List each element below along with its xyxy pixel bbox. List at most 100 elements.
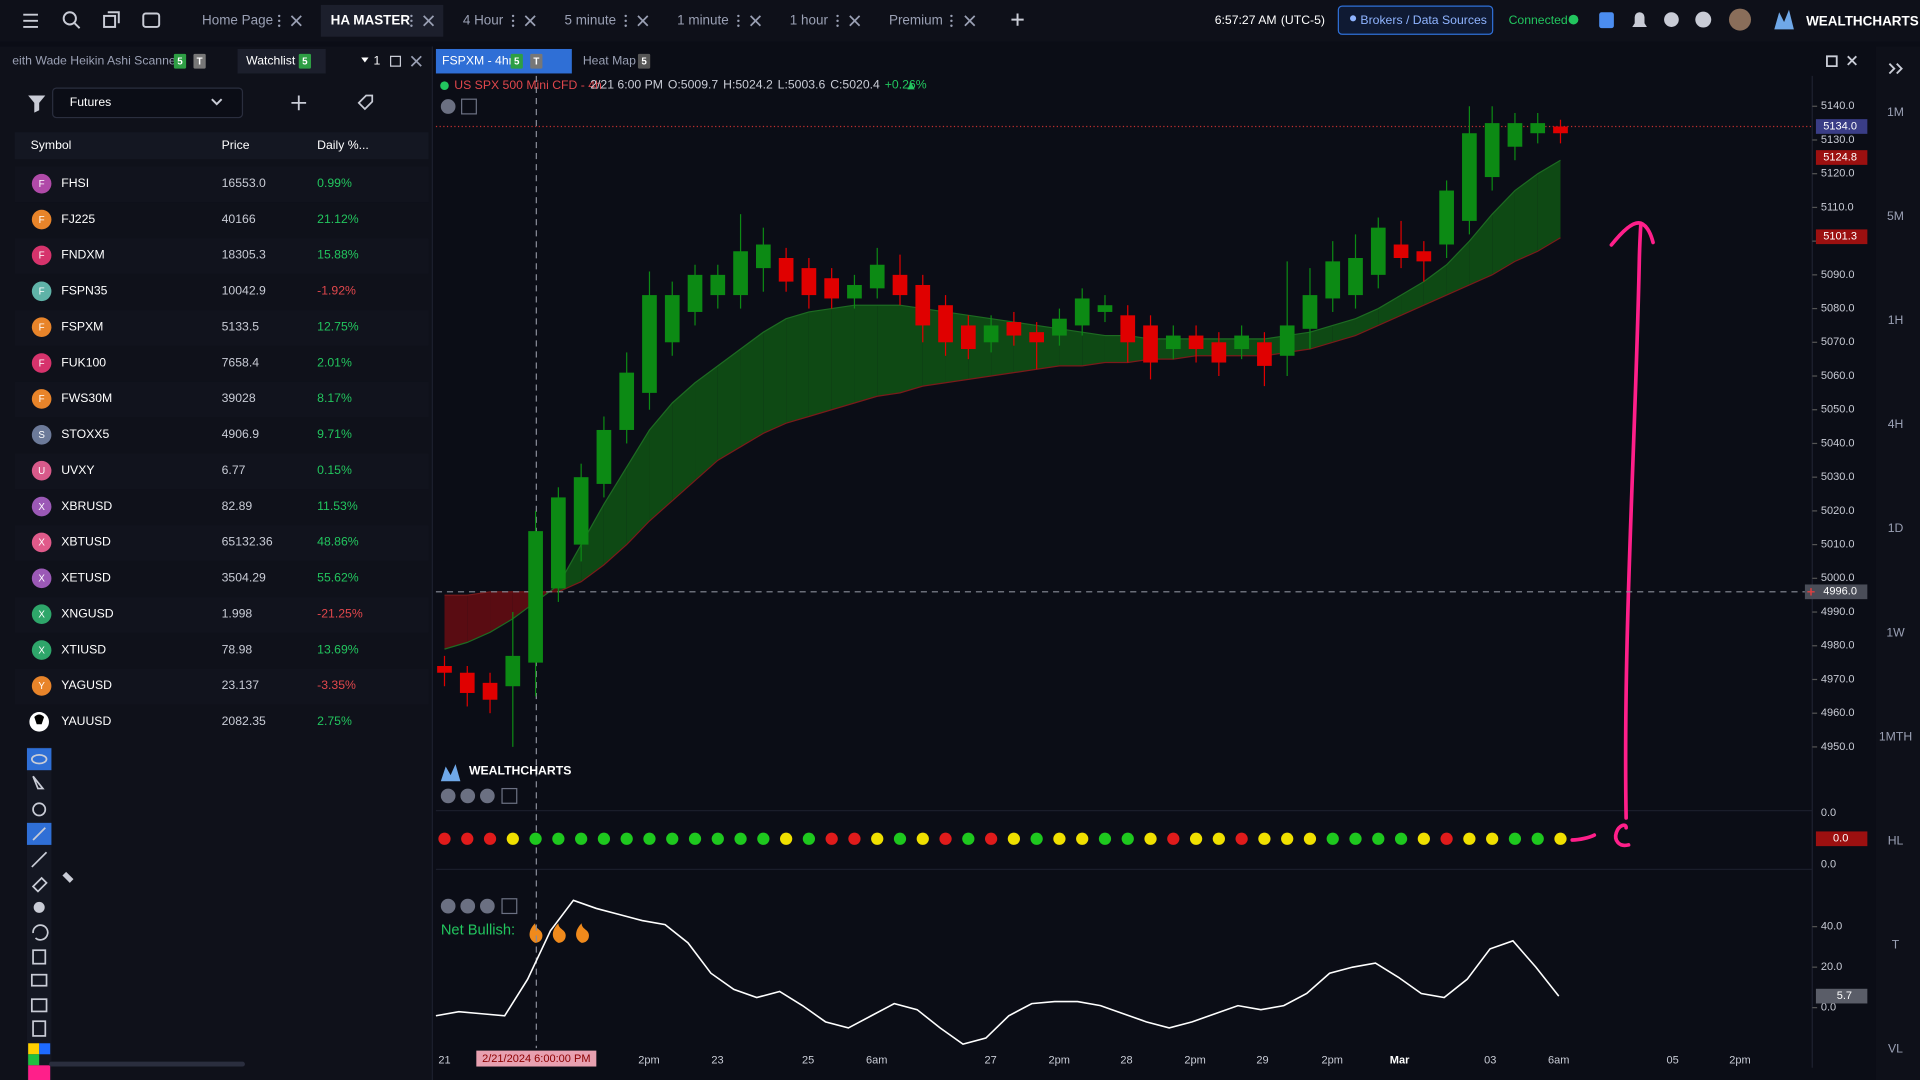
eye-icon[interactable] xyxy=(30,754,48,765)
filter-icon[interactable] xyxy=(28,95,46,113)
undo-icon[interactable] xyxy=(32,924,49,941)
tag-icon[interactable] xyxy=(357,94,374,111)
column-header[interactable]: Symbol xyxy=(31,138,72,152)
tab[interactable]: Home Page xyxy=(202,12,273,27)
pane-button[interactable] xyxy=(480,898,495,914)
search-icon[interactable] xyxy=(62,11,77,26)
symbol[interactable]: XNGUSD xyxy=(61,606,114,620)
timeframe-button[interactable]: HL xyxy=(1888,833,1904,847)
drawing-toolbar[interactable] xyxy=(26,746,74,1080)
tab-menu[interactable] xyxy=(836,19,839,23)
add-symbol[interactable] xyxy=(291,95,307,111)
brokers-button[interactable] xyxy=(1337,5,1494,35)
panel-tab[interactable]: eith Wade Heikin Ashi Scanner xyxy=(12,53,180,67)
symbol[interactable]: YAUUSD xyxy=(61,714,111,728)
pane-button[interactable] xyxy=(440,99,456,114)
close-icon[interactable] xyxy=(849,15,861,27)
add-tab[interactable] xyxy=(1011,13,1024,26)
cursor-icon[interactable] xyxy=(32,775,45,790)
close-icon[interactable] xyxy=(964,15,976,27)
timeframe-button[interactable]: 1W xyxy=(1886,625,1905,639)
tab-menu[interactable] xyxy=(950,19,953,23)
tab-menu[interactable] xyxy=(410,19,413,23)
tab[interactable]: HA MASTER xyxy=(331,12,411,27)
symbol[interactable]: XETUSD xyxy=(61,571,111,585)
pane-button[interactable] xyxy=(461,98,477,115)
tab[interactable]: Premium xyxy=(889,12,943,27)
timeframe-button[interactable]: T xyxy=(1892,938,1900,952)
tab-menu[interactable] xyxy=(511,14,515,18)
expand-icon[interactable] xyxy=(390,55,402,67)
camera-icon[interactable] xyxy=(30,998,48,1013)
settings-icon[interactable] xyxy=(1664,12,1679,27)
toolbar-icons[interactable] xyxy=(23,11,1024,29)
tab-menu[interactable] xyxy=(511,24,515,27)
brokers-label[interactable]: Brokers / Data Sources xyxy=(1360,13,1486,27)
bell-icon[interactable] xyxy=(1632,12,1647,27)
panel-tab[interactable]: Watchlist xyxy=(246,53,296,67)
close-icon[interactable] xyxy=(524,15,536,27)
tab-menu[interactable] xyxy=(950,14,953,18)
timeframe-button[interactable]: 1H xyxy=(1888,313,1904,327)
swatch[interactable] xyxy=(28,1054,40,1066)
symbol[interactable]: YAGUSD xyxy=(61,678,112,692)
filter-value[interactable]: Futures xyxy=(70,95,111,109)
symbol[interactable]: UVXY xyxy=(61,463,94,477)
notes-icon[interactable] xyxy=(32,1020,47,1037)
pane-button[interactable] xyxy=(460,898,476,914)
symbol[interactable]: FUK100 xyxy=(61,355,106,369)
close-icon[interactable] xyxy=(423,15,435,27)
column-header[interactable]: Price xyxy=(222,138,250,152)
close-icon[interactable] xyxy=(290,15,302,27)
line-icon[interactable] xyxy=(31,851,48,868)
pane-button[interactable] xyxy=(440,898,456,914)
dot-icon[interactable] xyxy=(33,901,45,913)
chart-tab[interactable]: Heat Map xyxy=(583,53,636,67)
trash-icon[interactable] xyxy=(32,949,47,965)
symbol[interactable]: XBRUSD xyxy=(61,499,112,513)
symbol[interactable]: STOXX5 xyxy=(61,427,109,441)
tab-menu[interactable] xyxy=(511,19,515,23)
symbol[interactable]: FNDXM xyxy=(61,248,104,262)
avatar[interactable] xyxy=(1728,8,1752,31)
ruler-icon[interactable] xyxy=(32,827,46,841)
chart-tab[interactable]: FSPXM - 4hr xyxy=(442,53,513,67)
pane-controls[interactable] xyxy=(440,98,518,915)
tab-menu[interactable] xyxy=(277,14,281,18)
tab-menu[interactable] xyxy=(624,24,627,27)
symbol[interactable]: FSPN35 xyxy=(61,284,107,298)
timeframe-button[interactable]: 1MTH xyxy=(1879,729,1912,743)
pane-button[interactable] xyxy=(460,788,476,804)
tab-menu[interactable] xyxy=(624,19,627,23)
tab-menu[interactable] xyxy=(277,19,281,23)
symbol[interactable]: FSPXM xyxy=(61,319,103,333)
column-header[interactable]: Daily %... xyxy=(317,138,369,152)
pane-button[interactable] xyxy=(501,787,518,804)
header-icons[interactable] xyxy=(1599,8,1794,31)
tab-menu[interactable] xyxy=(737,19,740,23)
tab-menu[interactable] xyxy=(277,24,281,27)
close-chart[interactable] xyxy=(1847,55,1857,66)
close-icon[interactable] xyxy=(410,55,422,67)
pane-button[interactable] xyxy=(480,788,495,804)
tab-menu[interactable] xyxy=(737,14,740,18)
timeframe-button[interactable]: 1D xyxy=(1888,521,1904,535)
help-icon[interactable] xyxy=(1695,11,1712,28)
swatch[interactable] xyxy=(39,1043,51,1055)
swatch[interactable] xyxy=(28,1043,40,1055)
save-icon[interactable] xyxy=(1599,12,1614,29)
timeframe-button[interactable]: 5M xyxy=(1887,209,1904,223)
tab-menu[interactable] xyxy=(624,14,627,18)
tab-menu[interactable] xyxy=(737,24,740,27)
tab-menu[interactable] xyxy=(410,14,413,18)
menu-icon[interactable] xyxy=(23,13,38,28)
tool-eye[interactable] xyxy=(26,748,52,771)
magnet-icon[interactable] xyxy=(32,802,47,817)
tab-menu[interactable] xyxy=(836,24,839,27)
tab[interactable]: 5 minute xyxy=(564,12,616,27)
swatch[interactable] xyxy=(28,1065,51,1080)
pane-button[interactable] xyxy=(440,788,456,804)
symbol[interactable]: XTIUSD xyxy=(61,642,106,656)
symbol[interactable]: FWS30M xyxy=(61,391,112,405)
timeframe-button[interactable]: VL xyxy=(1888,1042,1903,1056)
